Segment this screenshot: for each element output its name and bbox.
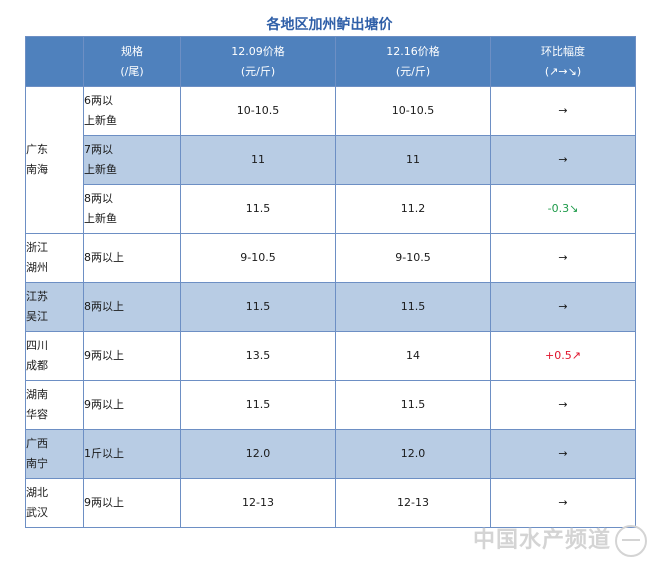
change-cell: +0.5↗ [490,331,636,381]
header-price-1209-unit: (元/斤) [240,64,276,78]
region-province: 湖北 [26,486,48,499]
spec-cell: 8两以上 [83,282,181,332]
change-cell: -0.3↘ [490,184,636,234]
price-1209-cell: 11.5 [180,184,336,234]
price-1216-cell: 9-10.5 [335,233,491,283]
header-region [25,36,84,87]
price-1216-cell: 11.2 [335,184,491,234]
watermark-text: 中国水产频道 [472,528,611,553]
table-row: 江苏 吴江 8两以上 11.5 11.5 → [25,282,636,332]
header-change-label: 环比幅度 [541,44,585,58]
header-price-1209-label: 12.09价格 [231,44,285,58]
price-1216-cell: 11.5 [335,282,491,332]
change-cell: → [490,380,636,430]
region-cell: 四川 成都 [25,331,84,381]
spec-cell: 6两以 上新鱼 [83,86,181,136]
watermark-logo: 中国水产频道 [473,522,647,557]
price-1216-cell: 10-10.5 [335,86,491,136]
price-1209-cell: 10-10.5 [180,86,336,136]
table-row: 湖北 武汉 9两以上 12-13 12-13 → [25,478,636,528]
table-row: 湖南 华容 9两以上 11.5 11.5 → [25,380,636,430]
region-cell: 浙江 湖州 [25,233,84,283]
spec-line2: 上新鱼 [84,114,117,127]
table-row: 7两以 上新鱼 11 11 → [26,135,636,185]
spec-line1: 6两以 [84,94,113,107]
price-1216-cell: 11.5 [335,380,491,430]
price-1216-cell: 11 [335,135,491,185]
region-province: 广西 [26,437,48,450]
region-city: 武汉 [26,506,48,519]
spec-cell: 8两以上 [83,233,181,283]
price-1209-cell: 11.5 [180,380,336,430]
region-cell: 广东 南海 [25,86,84,234]
header-price-1216-unit: (元/斤) [395,64,431,78]
spec-cell: 9两以上 [83,331,181,381]
price-table: 规格 (/尾) 12.09价格 (元/斤) 12.16价格 (元/斤) 环比幅度… [25,36,636,528]
change-cell: → [490,233,636,283]
region-city: 华容 [26,408,48,421]
region-province: 浙江 [26,241,48,254]
table-row: 8两以 上新鱼 11.5 11.2 -0.3↘ [26,184,636,234]
region-cell: 江苏 吴江 [25,282,84,332]
region-city: 成都 [26,359,48,372]
price-1209-cell: 12.0 [180,429,336,479]
region-city: 南宁 [26,457,48,470]
spec-cell: 7两以 上新鱼 [83,135,181,185]
header-change: 环比幅度 (↗→↘) [490,36,636,87]
change-cell: → [490,478,636,528]
spec-cell: 1斤以上 [83,429,181,479]
region-cell: 湖南 华容 [25,380,84,430]
spec-line1: 7两以 [84,143,113,156]
header-spec-label: 规格 [121,44,143,58]
spec-line2: 上新鱼 [84,163,117,176]
region-cell: 湖北 武汉 [25,478,84,528]
table-row: 广西 南宁 1斤以上 12.0 12.0 → [25,429,636,479]
change-cell: → [490,429,636,479]
header-spec: 规格 (/尾) [83,36,181,87]
table-row: 浙江 湖州 8两以上 9-10.5 9-10.5 → [25,233,636,283]
header-price-1216: 12.16价格 (元/斤) [335,36,491,87]
table-row: 广东 南海 6两以 上新鱼 10-10.5 10-10.5 → [25,86,636,234]
page-title: 各地区加州鲈出塘价 [266,17,393,33]
price-1209-cell: 11 [180,135,336,185]
region-province: 湖南 [26,388,48,401]
region-city: 南海 [26,163,48,176]
spec-cell: 8两以 上新鱼 [83,184,181,234]
region-province: 四川 [26,339,48,352]
table-header-row: 规格 (/尾) 12.09价格 (元/斤) 12.16价格 (元/斤) 环比幅度… [25,36,636,87]
globe-icon [615,525,647,557]
header-price-1209: 12.09价格 (元/斤) [180,36,336,87]
price-1209-cell: 11.5 [180,282,336,332]
price-1209-cell: 12-13 [180,478,336,528]
spec-cell: 9两以上 [83,380,181,430]
price-1216-cell: 12-13 [335,478,491,528]
spec-cell: 9两以上 [83,478,181,528]
price-1209-cell: 13.5 [180,331,336,381]
change-cell: → [490,135,636,185]
region-province: 广东 [26,143,48,156]
price-1216-cell: 14 [335,331,491,381]
region-province: 江苏 [26,290,48,303]
region-cell: 广西 南宁 [25,429,84,479]
header-change-legend: (↗→↘) [544,64,582,78]
table-row: 四川 成都 9两以上 13.5 14 +0.5↗ [25,331,636,381]
spec-line2: 上新鱼 [84,212,117,225]
price-1209-cell: 9-10.5 [180,233,336,283]
price-1216-cell: 12.0 [335,429,491,479]
header-spec-unit: (/尾) [120,64,144,78]
change-cell: → [490,86,636,136]
header-price-1216-label: 12.16价格 [386,44,440,58]
spec-line1: 8两以 [84,192,113,205]
region-city: 吴江 [26,310,48,323]
region-city: 湖州 [26,261,48,274]
change-cell: → [490,282,636,332]
